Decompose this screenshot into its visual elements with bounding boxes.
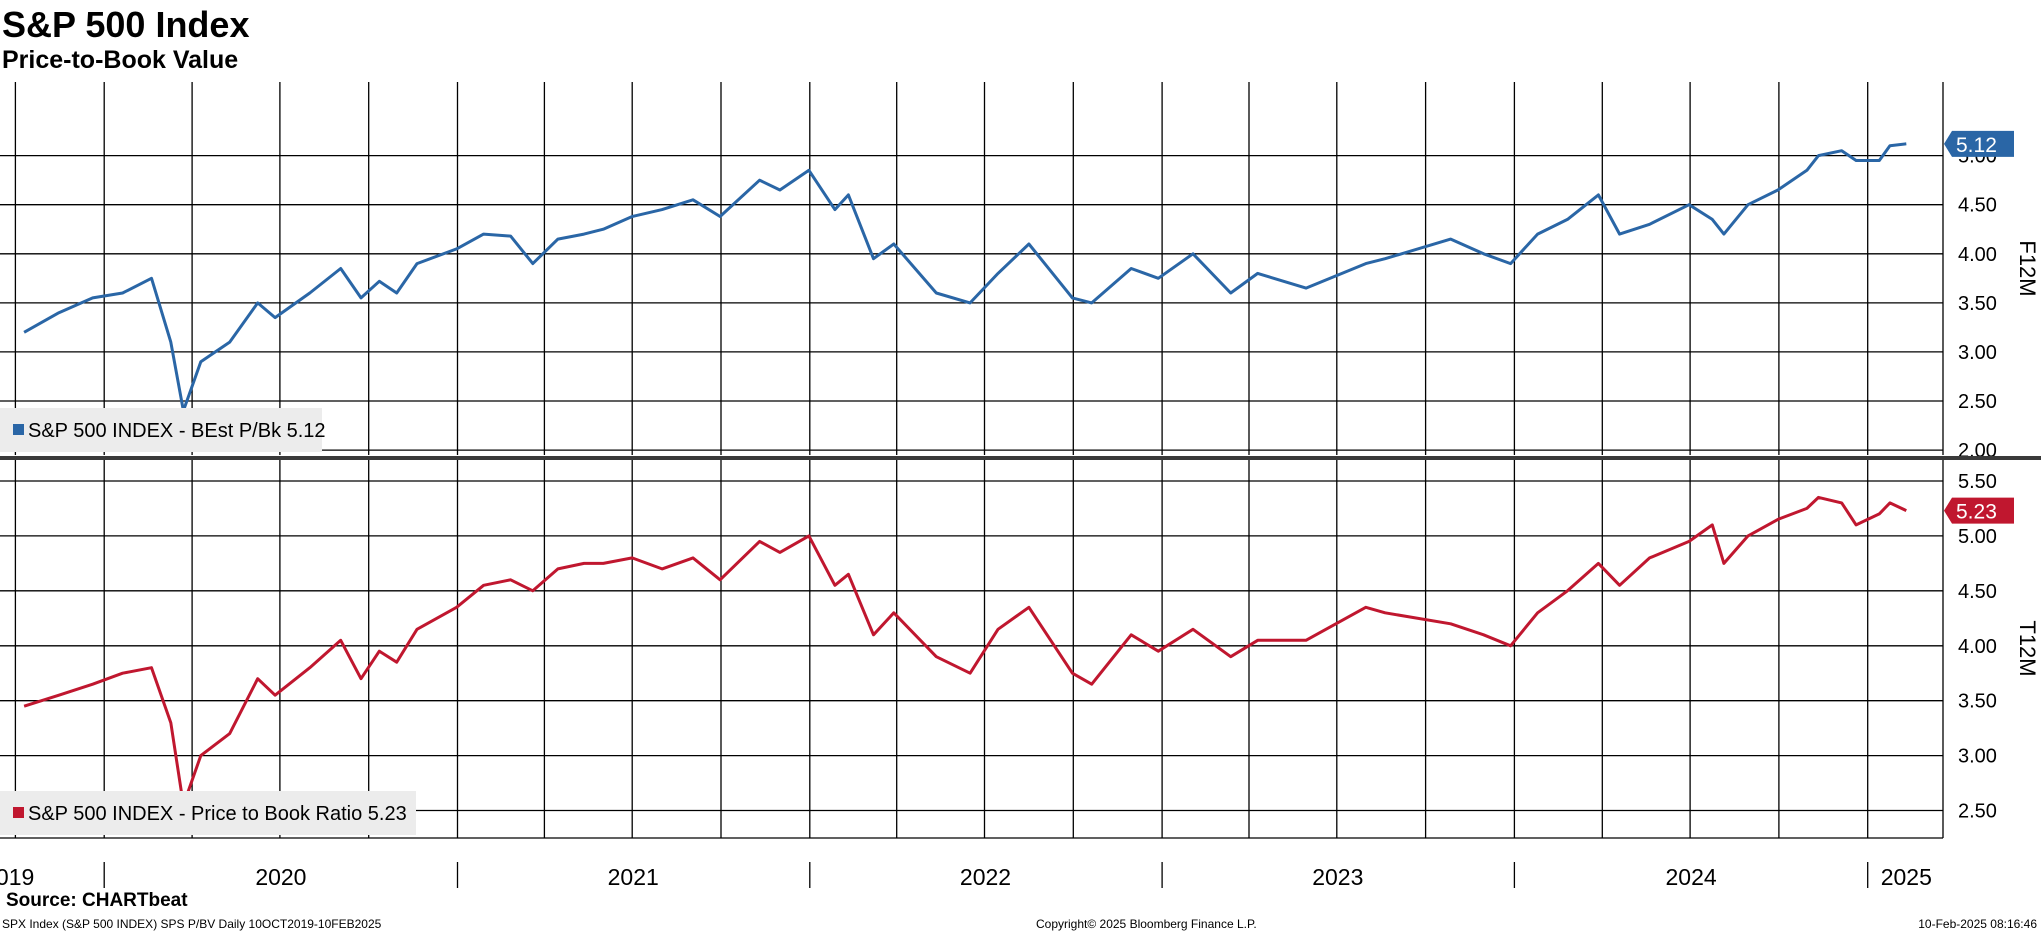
chart-title: S&P 500 Index <box>2 4 250 45</box>
y-tick-label: 4.00 <box>1958 244 1997 266</box>
y-tick-label: 4.50 <box>1958 581 1997 603</box>
y-tick-label: 5.50 <box>1958 471 1997 493</box>
legend-swatch <box>13 807 24 818</box>
x-tick-label: 2020 <box>255 864 306 890</box>
footer-timestamp: 10-Feb-2025 08:16:46 <box>1918 917 2037 931</box>
panel-divider <box>0 456 2041 460</box>
panel-label: T12M <box>2015 620 2040 676</box>
last-value-tag <box>1944 130 2014 157</box>
y-tick-label: 4.00 <box>1958 636 1997 658</box>
legend-label: S&P 500 INDEX - BEst P/Bk 5.12 <box>28 420 326 442</box>
x-tick-label: 2023 <box>1312 864 1363 890</box>
x-tick-label: 2022 <box>960 864 1011 890</box>
x-tick-label: 2025 <box>1881 864 1932 890</box>
footer-copyright: Copyright© 2025 Bloomberg Finance L.P. <box>1036 917 1257 931</box>
chart-subtitle: Price-to-Book Value <box>2 46 239 74</box>
source-note: Source: CHARTbeat <box>6 890 188 911</box>
x-tick-label: 2019 <box>0 864 34 890</box>
y-tick-label: 5.00 <box>1958 526 1997 548</box>
last-value-tag <box>1944 497 2014 524</box>
y-tick-label: 2.50 <box>1958 801 1997 823</box>
series-line <box>23 495 1907 807</box>
last-value-label: 5.23 <box>1956 501 1997 524</box>
y-tick-label: 3.50 <box>1958 691 1997 713</box>
last-value-label: 5.12 <box>1956 134 1997 157</box>
legend-label: S&P 500 INDEX - Price to Book Ratio 5.23 <box>28 803 407 825</box>
legend-box <box>0 791 416 835</box>
legend-box <box>0 408 322 452</box>
y-tick-label: 3.00 <box>1958 342 1997 364</box>
y-tick-label: 4.50 <box>1958 195 1997 217</box>
series-line <box>23 142 1907 413</box>
y-tick-label: 2.50 <box>1958 391 1997 413</box>
panel-label: F12M <box>2015 240 2040 296</box>
x-tick-label: 2024 <box>1666 864 1717 890</box>
legend-swatch <box>13 424 24 435</box>
footer-ticker-info: SPX Index (S&P 500 INDEX) SPS P/BV Daily… <box>2 917 382 931</box>
y-tick-label: 3.00 <box>1958 746 1997 768</box>
x-tick-label: 2021 <box>608 864 659 890</box>
y-tick-label: 3.50 <box>1958 293 1997 315</box>
